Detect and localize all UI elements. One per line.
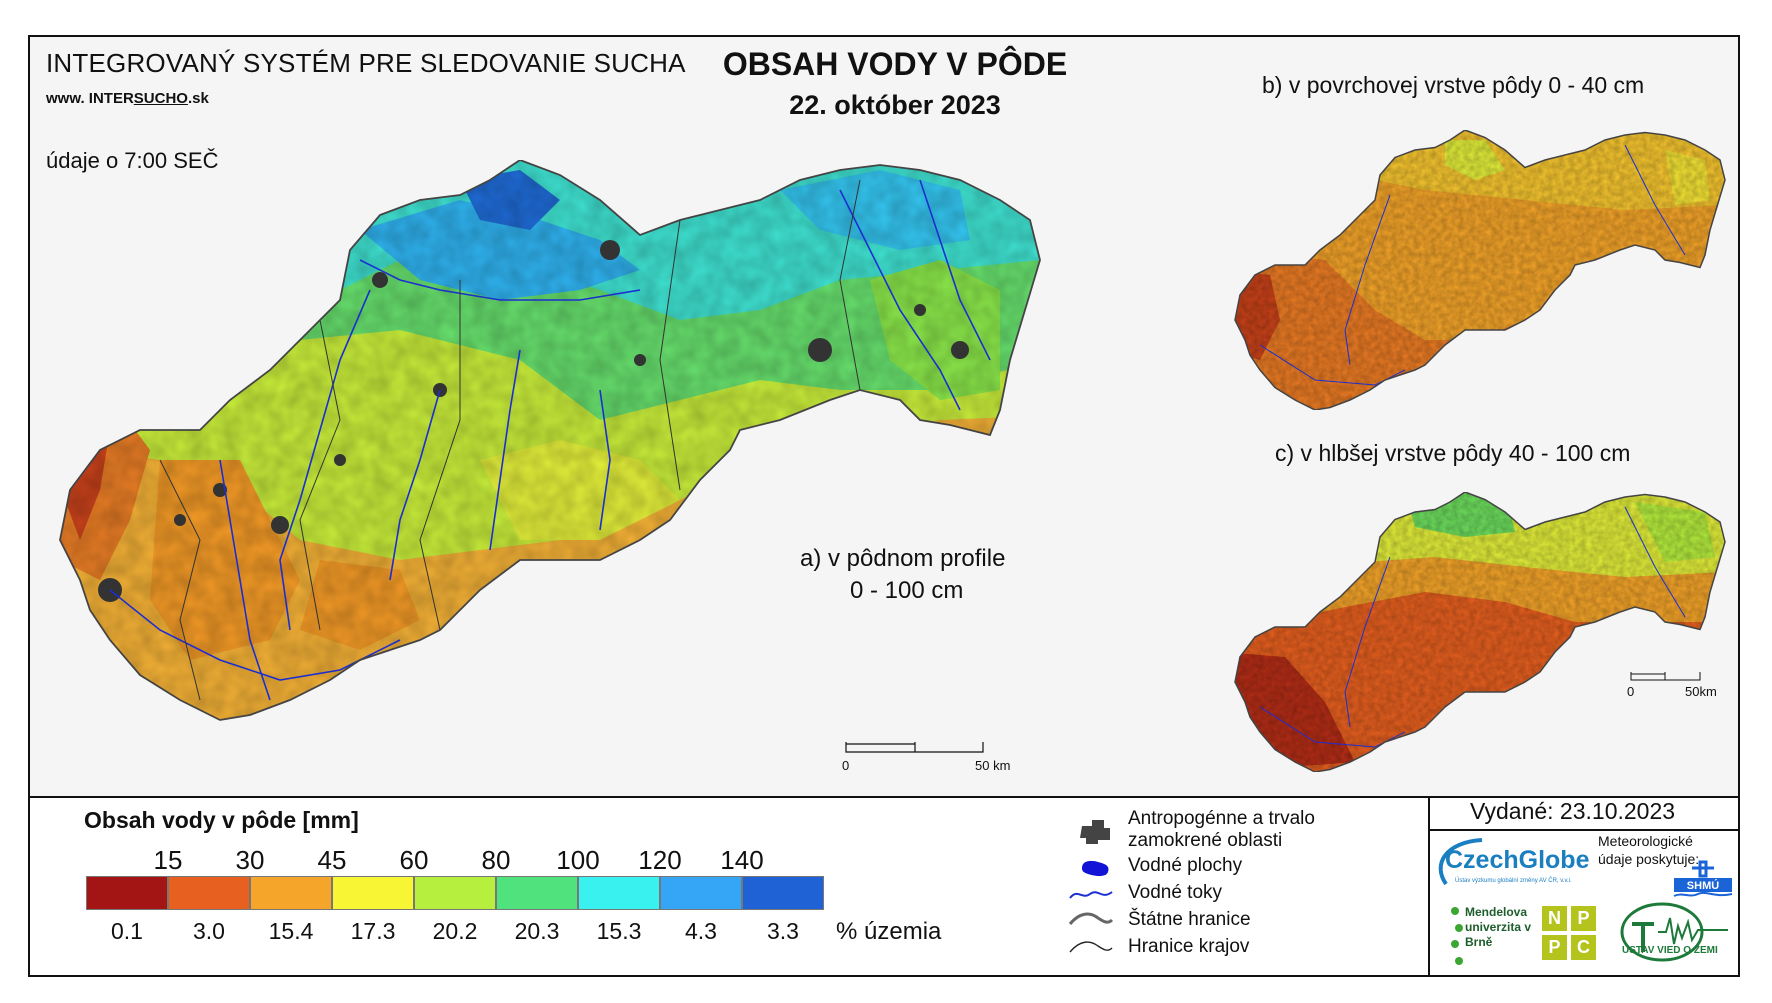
map-a-label-line1: a) v pôdnom profile	[800, 545, 1006, 572]
symbol-label-state-border: Štátne hranice	[1128, 909, 1251, 930]
legend-class-break: 100	[556, 845, 600, 875]
river-icon	[1069, 891, 1113, 899]
npc-logo: N P P C	[1542, 906, 1598, 962]
footer-divider	[1428, 796, 1430, 977]
percent-area-label: % územia	[836, 918, 942, 945]
deep-layer-map	[1234, 492, 1726, 772]
legend-class-break: 15	[153, 845, 183, 875]
npc-letter: N	[1542, 906, 1567, 931]
czechglobe-logo-arc	[1438, 838, 1483, 886]
main-soil-water-map	[59, 160, 1041, 721]
legend-swatch	[332, 876, 414, 910]
legend-percent-value: 20.3	[514, 918, 560, 944]
legend-class-break: 120	[638, 845, 682, 875]
url-prefix: www. INTER	[46, 90, 134, 107]
state-border-icon	[1068, 912, 1114, 925]
npc-letter: P	[1542, 935, 1567, 960]
small-scale-start: 0	[1627, 684, 1635, 699]
legend-swatch	[250, 876, 332, 910]
legend-percent-value: 20.2	[432, 918, 478, 944]
map-a-label-line2: 0 - 100 cm	[850, 577, 964, 604]
url-brand: SUCHO	[133, 90, 188, 107]
main-title: OBSAH VODY V PÔDE	[722, 46, 1068, 82]
mendel-university-logo: Mendelova univerzita v Brně	[1465, 905, 1532, 949]
legend-title: Obsah vody v pôde [mm]	[84, 807, 359, 833]
legend-swatch	[86, 876, 168, 910]
earth-science-institute-logo	[1620, 902, 1728, 962]
legend-percent-value: 3.3	[767, 918, 799, 944]
symbol-label-urban-2: zamokrené oblasti	[1128, 830, 1283, 851]
url-suffix: .sk	[187, 90, 209, 107]
legend-class-break: 60	[399, 845, 429, 875]
czechglobe-logo: CzechGlobe	[1445, 846, 1590, 874]
legend-class-break: 80	[481, 845, 511, 875]
shmu-logo-text: SHMÚ	[1687, 879, 1719, 892]
region-borders	[159, 179, 861, 701]
mendel-logo-dots	[1451, 907, 1463, 965]
legend-class-break: 45	[317, 845, 347, 875]
meteo-data-provider-text: Meteorologické údaje poskytuje:	[1598, 833, 1700, 867]
npc-letter: P	[1571, 906, 1596, 931]
rivers	[109, 179, 991, 701]
legend-percent-value: 17.3	[350, 918, 396, 944]
symbol-label-water: Vodné plochy	[1128, 855, 1243, 876]
system-title: INTEGROVANÝ SYSTÉM PRE SLEDOVANIE SUCHA	[46, 48, 686, 78]
region-border-icon	[1069, 941, 1113, 953]
legend-swatch	[660, 876, 742, 910]
legend-swatch	[496, 876, 578, 910]
legend-swatch	[742, 876, 824, 910]
legend-swatch	[414, 876, 496, 910]
main-scale-bar	[845, 742, 984, 753]
shmu-logo: SHMÚ	[1673, 860, 1733, 897]
main-scale-start: 0	[842, 758, 850, 773]
legend-class-break: 140	[720, 845, 764, 875]
map-b-label: b) v povrchovej vrstve pôdy 0 - 40 cm	[1262, 72, 1645, 98]
issued-divider	[1428, 829, 1740, 831]
symbol-label-region-border: Hranice krajov	[1128, 936, 1250, 957]
data-time-note: údaje o 7:00 SEČ	[46, 148, 219, 173]
surface-layer-map	[1234, 130, 1726, 410]
legend-class-break: 30	[235, 845, 265, 875]
issued-date: Vydané: 23.10.2023	[1470, 798, 1676, 824]
small-scale-end: 50km	[1685, 684, 1717, 699]
map-date: 22. október 2023	[789, 90, 1001, 120]
legend-swatch	[578, 876, 660, 910]
symbol-label-river: Vodné toky	[1128, 882, 1223, 903]
czechglobe-subtitle: Ústav výzkumu globální změny AV ČR, v.v.…	[1455, 878, 1572, 884]
map-c-label: c) v hlbšej vrstve pôdy 40 - 100 cm	[1275, 440, 1631, 466]
earth-science-institute-text: ÚSTAV VIED O ZEMI	[1622, 945, 1718, 956]
legend-percent-value: 15.3	[596, 918, 642, 944]
npc-letter: C	[1571, 935, 1596, 960]
intersucho-url[interactable]: www. INTERSUCHO.sk	[46, 90, 209, 107]
legend-swatch	[168, 876, 250, 910]
legend-percent-value: 0.1	[111, 918, 143, 944]
legend-percent-value: 15.4	[268, 918, 314, 944]
main-scale-end: 50 km	[975, 758, 1011, 773]
urban-area-icon	[1080, 820, 1110, 844]
legend-percent-value: 4.3	[685, 918, 717, 944]
small-scale-bar	[1630, 672, 1701, 681]
symbol-label-urban-1: Antropogénne a trvalo	[1128, 808, 1315, 829]
legend-percent-value: 3.0	[193, 918, 225, 944]
state-border	[59, 160, 1041, 721]
water-body-icon	[1082, 860, 1109, 876]
